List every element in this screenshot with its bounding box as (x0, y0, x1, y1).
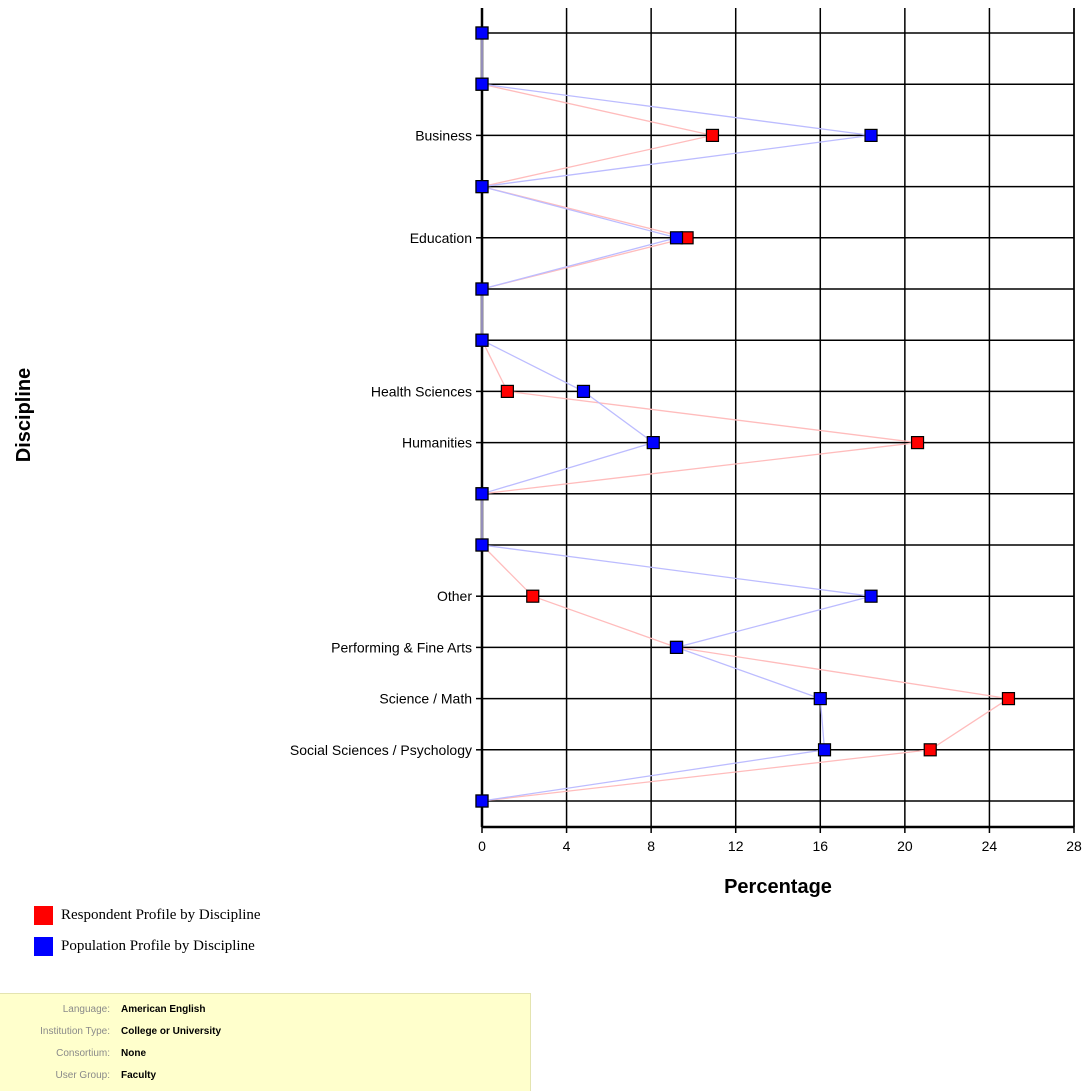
data-point-population (475, 333, 489, 347)
info-panel: Language: American English Institution T… (0, 993, 531, 1091)
data-point-population (669, 640, 684, 655)
y-tick-label: Health Sciences (371, 383, 472, 399)
x-tick-label: 12 (728, 838, 744, 854)
info-row-consortium: Consortium: None (0, 1043, 530, 1065)
data-point-respondent (910, 436, 925, 450)
info-value-consortium: None (121, 1048, 146, 1059)
data-point-population (475, 538, 489, 552)
x-tick-label: 20 (897, 838, 913, 854)
y-tick-label: Science / Math (379, 691, 472, 707)
x-tick-label: 24 (982, 838, 998, 854)
info-label-language: Language: (62, 1004, 110, 1015)
data-point-population (475, 487, 489, 501)
data-point-population (475, 77, 489, 91)
y-axis-title: Discipline (13, 368, 35, 462)
data-point-population (864, 128, 878, 142)
info-row-language: Language: American English (0, 999, 530, 1021)
data-point-respondent (500, 384, 514, 398)
x-tick-label: 8 (647, 838, 655, 854)
data-point-respondent (1001, 691, 1016, 706)
info-row-institution-type: Institution Type: College or University (0, 1021, 530, 1043)
x-tick-label: 4 (563, 838, 571, 854)
data-point-population (669, 231, 684, 245)
data-point-respondent (526, 589, 540, 603)
y-tick-label: Other (437, 588, 472, 604)
series-line-population (481, 33, 872, 802)
info-label-user-group: User Group: (55, 1070, 110, 1081)
data-point-population (576, 384, 591, 398)
info-row-user-group: User Group: Faculty (0, 1065, 530, 1087)
chart-legend: Respondent Profile by Discipline Populat… (34, 900, 261, 962)
y-tick-label: Humanities (402, 435, 472, 451)
y-tick-label: Performing & Fine Arts (331, 639, 472, 655)
data-point-respondent (705, 128, 720, 142)
legend-swatch-population (34, 937, 53, 956)
info-value-user-group: Faculty (121, 1070, 157, 1081)
data-point-population (475, 282, 489, 296)
data-point-population (475, 26, 489, 40)
data-point-population (817, 743, 832, 757)
legend-item-respondent: Respondent Profile by Discipline (34, 900, 261, 931)
x-tick-label: 0 (478, 838, 486, 854)
data-point-population (475, 794, 489, 808)
data-point-population (475, 180, 489, 194)
legend-label-population: Population Profile by Discipline (61, 938, 255, 954)
legend-label-respondent: Respondent Profile by Discipline (61, 907, 261, 923)
legend-swatch-respondent (34, 906, 53, 925)
y-tick-label: Education (410, 230, 472, 246)
data-point-respondent (923, 743, 937, 757)
info-value-language: American English (121, 1004, 206, 1015)
data-point-population (646, 436, 660, 450)
info-label-consortium: Consortium: (56, 1048, 110, 1059)
x-tick-label: 16 (812, 838, 828, 854)
data-point-population (813, 691, 827, 706)
y-tick-label: Business (415, 127, 472, 143)
data-point-population (864, 589, 878, 603)
info-value-institution-type: College or University (121, 1026, 222, 1037)
x-tick-label: 28 (1066, 838, 1082, 854)
legend-item-population: Population Profile by Discipline (34, 931, 261, 962)
plot-area (482, 8, 1074, 827)
y-tick-label: Social Sciences / Psychology (290, 742, 472, 758)
discipline-chart: 0 4 8 12 16 20 24 28 Business Education Health Sci… (13, 8, 1082, 898)
series-line-respondent (481, 33, 1011, 802)
info-label-institution-type: Institution Type: (40, 1026, 110, 1037)
x-axis-title: Percentage (724, 876, 832, 898)
